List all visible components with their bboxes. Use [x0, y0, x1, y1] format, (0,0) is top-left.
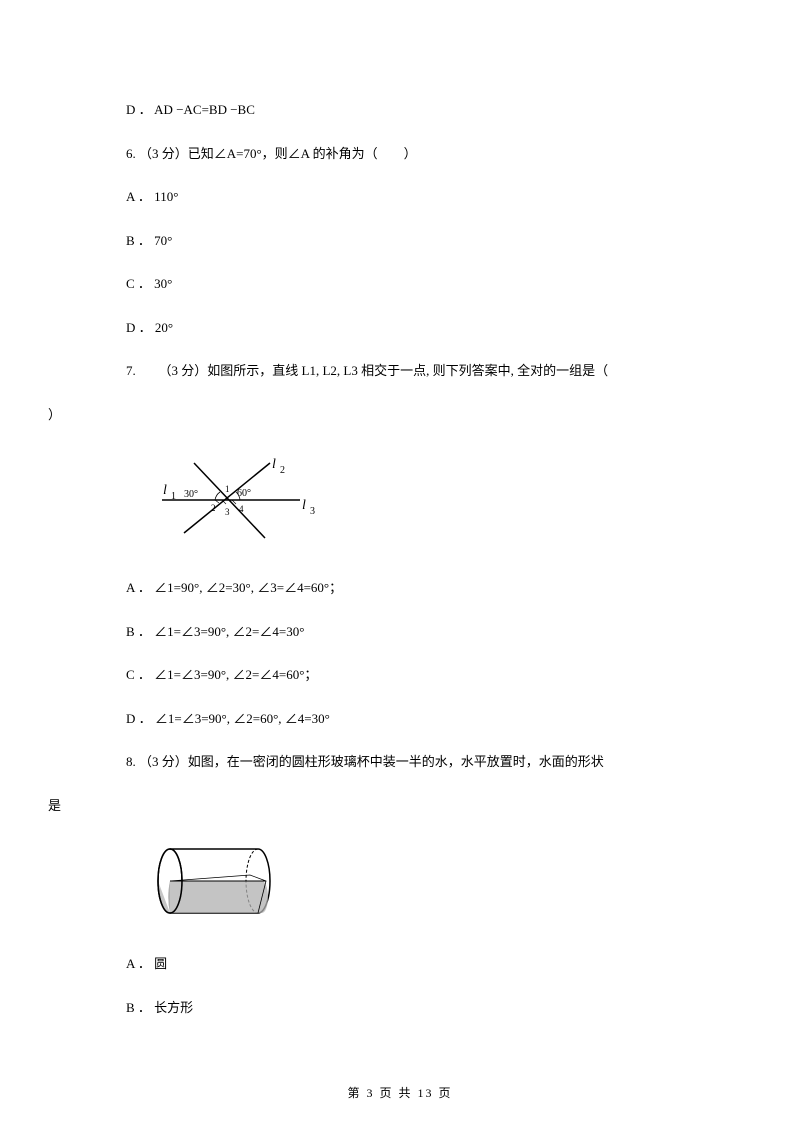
q7-option-c: C ． ∠1=∠3=90°, ∠2=∠4=60°； [100, 665, 700, 685]
q7-option-d: D ． ∠1=∠3=90°, ∠2=60°, ∠4=30° [100, 709, 700, 729]
q6-option-b: B ． 70° [100, 231, 700, 251]
svg-text:2: 2 [211, 503, 216, 513]
q8-figure [150, 839, 700, 924]
svg-text:1: 1 [225, 484, 230, 494]
svg-text:30°: 30° [184, 489, 198, 500]
q6-option-c: C ． 30° [100, 274, 700, 294]
q8-stem-suffix: 是 [48, 796, 700, 816]
q5-option-d: D ． AD −AC=BD −BC [100, 100, 700, 120]
q7-stem-end: ） [48, 405, 700, 425]
q7-option-a: A ． ∠1=90°, ∠2=30°, ∠3=∠4=60°； [100, 578, 700, 598]
q6-option-a: A ． 110° [100, 187, 700, 207]
svg-text:2: 2 [280, 465, 285, 476]
svg-text:3: 3 [225, 507, 230, 517]
svg-text:3: 3 [310, 506, 315, 517]
q7-figure: l 1 l 2 l 3 30° 60° 1 2 3 4 [150, 448, 700, 548]
q6-option-d: D ． 20° [100, 318, 700, 338]
q8-option-a: A ． 圆 [100, 954, 700, 974]
q8-stem: 8. （3 分）如图，在一密闭的圆柱形玻璃杯中装一半的水，水平放置时，水面的形状 [100, 752, 700, 772]
svg-text:l: l [302, 498, 306, 513]
q7-option-b: B ． ∠1=∠3=90°, ∠2=∠4=30° [100, 622, 700, 642]
page-footer: 第 3 页 共 13 页 [0, 1084, 800, 1102]
svg-text:4: 4 [239, 504, 244, 514]
svg-text:l: l [163, 483, 167, 498]
svg-text:1: 1 [171, 491, 176, 502]
svg-text:l: l [272, 457, 276, 472]
q8-option-b: B ． 长方形 [100, 998, 700, 1018]
q7-stem: 7. （3 分）如图所示，直线 L1, L2, L3 相交于一点, 则下列答案中… [100, 361, 700, 381]
q6-stem: 6. （3 分）已知∠A=70°，则∠A 的补角为（ ） [100, 144, 700, 164]
